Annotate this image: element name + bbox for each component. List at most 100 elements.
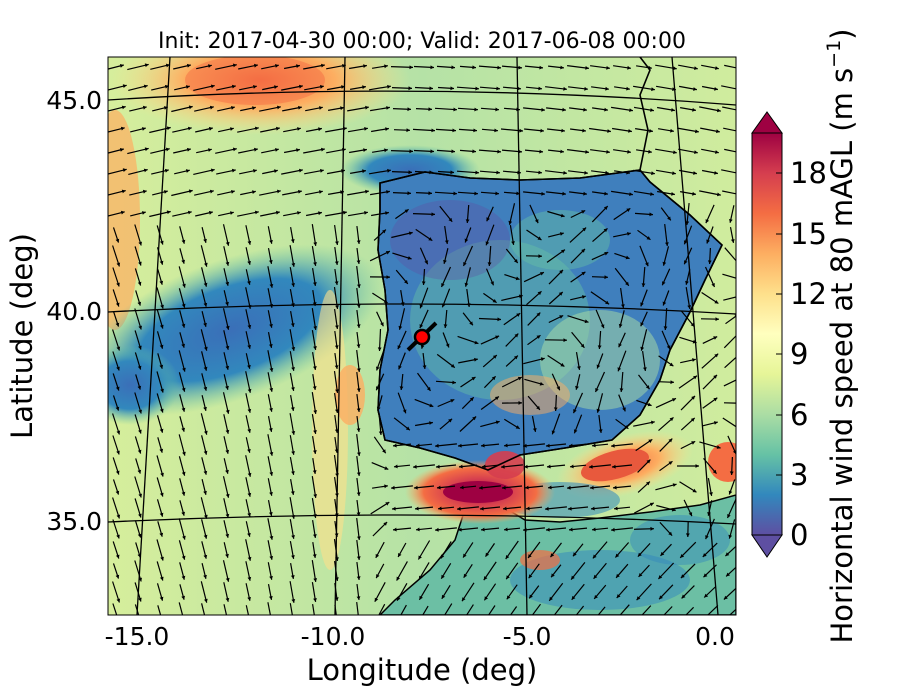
wind-vector-head [181,259,185,264]
wind-vector-head [159,576,164,581]
wind-vector [570,562,586,580]
wind-vector-head [497,317,501,322]
wind-vector-head [313,450,317,454]
wind-vector-head [387,84,391,89]
wind-vector-head [483,576,488,581]
wind-vector-head [549,596,553,601]
wind-vector-head [695,464,699,468]
wind-vector-head [517,86,521,91]
wind-vector-head [443,259,447,264]
wind-vector-head [526,506,530,511]
wind-vector-head [313,262,317,266]
wind-vector [356,434,360,456]
wind-vector-head [511,241,515,245]
wind-vector-head [668,461,673,465]
wind-vector-head [298,105,302,110]
wind-vector [611,190,633,196]
wind-vector-head [137,469,142,474]
wind-vector-head [448,418,453,423]
wind-vector-head [514,259,518,263]
wind-vector-head [615,553,620,558]
wind-vector-head [603,228,608,233]
wind-vector-head [693,171,697,175]
wind-vector-head [225,429,230,434]
wind-vector [245,455,251,477]
wind-vector-head [482,464,486,469]
x-tick-label: -10.0 [301,622,366,651]
wind-vector-head [680,574,685,579]
wind-vector-head [356,512,361,516]
wind-vector-head [386,190,390,194]
wind-vector-head [736,66,740,70]
wind-vector-head [436,464,440,469]
wind-vector-head [269,472,274,476]
wind-vector-head [519,128,523,133]
wind-vector [422,605,429,615]
wind-vector-head [376,366,380,371]
wind-vector [127,147,149,155]
wind-vector-head [165,147,170,152]
wind-vector [545,86,567,90]
wind-vector-head [365,189,369,194]
wind-vector-head [357,284,361,288]
wind-vector-head [573,409,577,414]
wind-vector-head [343,210,347,215]
wind-vector-head [203,534,208,539]
wind-vector-head [690,417,695,422]
wind-vector-head [254,63,258,68]
wind-vector [483,561,497,581]
wind-vector [374,582,386,602]
wind-vector-head [225,409,230,414]
wind-vector-head [181,343,185,348]
wind-vector-head [404,209,409,213]
wind-vector-head [421,281,426,285]
wind-vector-head [137,449,142,454]
wind-vector-head [203,406,207,411]
wind-vector-head [144,63,149,68]
wind-vector-head [681,594,686,599]
wind-vector-head [440,618,444,622]
wind-vector-head [736,378,740,382]
wind-vector-head [539,149,543,154]
wind-vector-head [618,323,623,328]
wind-vector [215,148,237,154]
wind-vector-head [420,344,425,349]
wind-vector [462,245,474,267]
wind-vector-head [640,346,645,351]
wind-vector-head [225,345,230,350]
wind-vector-head [429,403,434,408]
wind-vector-head [419,304,424,309]
wind-vector-head [668,438,673,443]
wind-vector-head [385,127,389,131]
wind-vector-head [441,574,445,579]
wind-vector [222,224,230,246]
wind-vector-head [465,219,470,223]
wind-vector-head [312,470,317,474]
wind-vector-head [649,129,653,133]
wind-vector [633,85,655,91]
wind-vector-head [247,345,251,349]
wind-vector [333,371,339,393]
wind-vector-head [141,127,146,131]
wind-vector-head [715,66,719,70]
wind-vector [523,527,545,531]
wind-vector-head [487,262,492,266]
wind-vector-head [269,324,273,328]
wind-vector-head [444,240,449,244]
y-tick-label: 35.0 [46,507,102,536]
wind-vector-head [641,283,646,287]
wind-vector-head [232,63,237,68]
wind-vector-head [582,128,586,133]
wind-vector-head [702,553,707,557]
wind-vector-head [159,448,164,453]
wind-vector-head [335,241,339,245]
colorbar-tick-label: 9 [790,337,808,371]
wind-vector-head [637,552,642,557]
wind-vector-head [430,149,434,154]
wind-vector-head [474,107,478,112]
wind-vector-head [406,128,410,133]
wind-vector-head [393,527,397,532]
wind-vector-head [121,189,126,194]
wind-vector-head [600,324,605,329]
wind-vector-head [159,512,164,517]
